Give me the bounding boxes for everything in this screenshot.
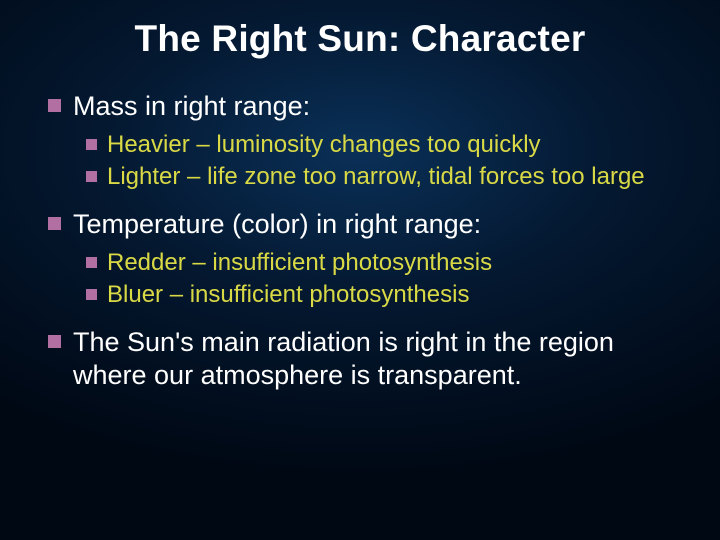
sub-bullet-line: Bluer – insufficient photosynthesis	[86, 280, 672, 310]
square-bullet-icon	[86, 139, 97, 150]
sub-bullet-text: Heavier – luminosity changes too quickly	[107, 130, 541, 160]
top-bullet-line: The Sun's main radiation is right in the…	[48, 326, 672, 394]
list-item: Mass in right range: Heavier – luminosit…	[48, 90, 672, 192]
top-bullet-line: Temperature (color) in right range:	[48, 208, 672, 242]
top-bullet-text: Mass in right range:	[73, 90, 310, 124]
sub-bullet-text: Bluer – insufficient photosynthesis	[107, 280, 469, 310]
sub-bullet-line: Redder – insufficient photosynthesis	[86, 248, 672, 278]
sub-list: Heavier – luminosity changes too quickly…	[48, 130, 672, 192]
top-bullet-text: Temperature (color) in right range:	[73, 208, 481, 242]
list-item: Temperature (color) in right range: Redd…	[48, 208, 672, 310]
sub-list: Redder – insufficient photosynthesis Blu…	[48, 248, 672, 310]
sub-bullet-text: Redder – insufficient photosynthesis	[107, 248, 492, 278]
sub-bullet-line: Heavier – luminosity changes too quickly	[86, 130, 672, 160]
list-item: The Sun's main radiation is right in the…	[48, 326, 672, 394]
top-bullet-line: Mass in right range:	[48, 90, 672, 124]
slide-title: The Right Sun: Character	[48, 18, 672, 60]
square-bullet-icon	[48, 99, 61, 112]
top-bullet-text: The Sun's main radiation is right in the…	[73, 326, 672, 394]
slide: The Right Sun: Character Mass in right r…	[0, 0, 720, 540]
sub-bullet-line: Lighter – life zone too narrow, tidal fo…	[86, 162, 672, 192]
sub-bullet-text: Lighter – life zone too narrow, tidal fo…	[107, 162, 645, 192]
square-bullet-icon	[86, 257, 97, 268]
square-bullet-icon	[86, 171, 97, 182]
square-bullet-icon	[48, 217, 61, 230]
square-bullet-icon	[86, 289, 97, 300]
square-bullet-icon	[48, 335, 61, 348]
bullet-list: Mass in right range: Heavier – luminosit…	[48, 90, 672, 393]
